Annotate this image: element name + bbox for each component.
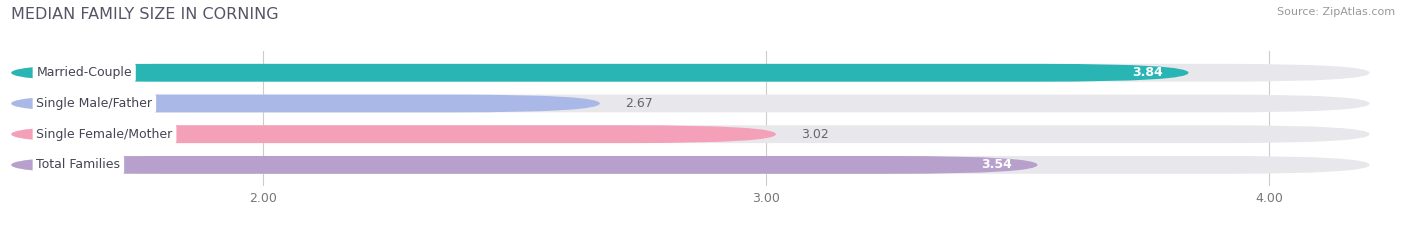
Text: Single Male/Father: Single Male/Father bbox=[37, 97, 152, 110]
Text: Total Families: Total Families bbox=[37, 158, 121, 171]
Text: 3.02: 3.02 bbox=[801, 128, 830, 141]
FancyBboxPatch shape bbox=[11, 95, 600, 112]
FancyBboxPatch shape bbox=[11, 64, 1188, 82]
FancyBboxPatch shape bbox=[11, 156, 1038, 174]
Text: 3.84: 3.84 bbox=[1133, 66, 1163, 79]
Text: MEDIAN FAMILY SIZE IN CORNING: MEDIAN FAMILY SIZE IN CORNING bbox=[11, 7, 278, 22]
FancyBboxPatch shape bbox=[11, 95, 1369, 112]
FancyBboxPatch shape bbox=[11, 125, 776, 143]
Text: Married-Couple: Married-Couple bbox=[37, 66, 132, 79]
Text: Source: ZipAtlas.com: Source: ZipAtlas.com bbox=[1277, 7, 1395, 17]
FancyBboxPatch shape bbox=[11, 64, 1369, 82]
Text: 3.54: 3.54 bbox=[981, 158, 1012, 171]
Text: Single Female/Mother: Single Female/Mother bbox=[37, 128, 173, 141]
FancyBboxPatch shape bbox=[11, 125, 1369, 143]
Text: 2.67: 2.67 bbox=[626, 97, 652, 110]
FancyBboxPatch shape bbox=[11, 156, 1369, 174]
